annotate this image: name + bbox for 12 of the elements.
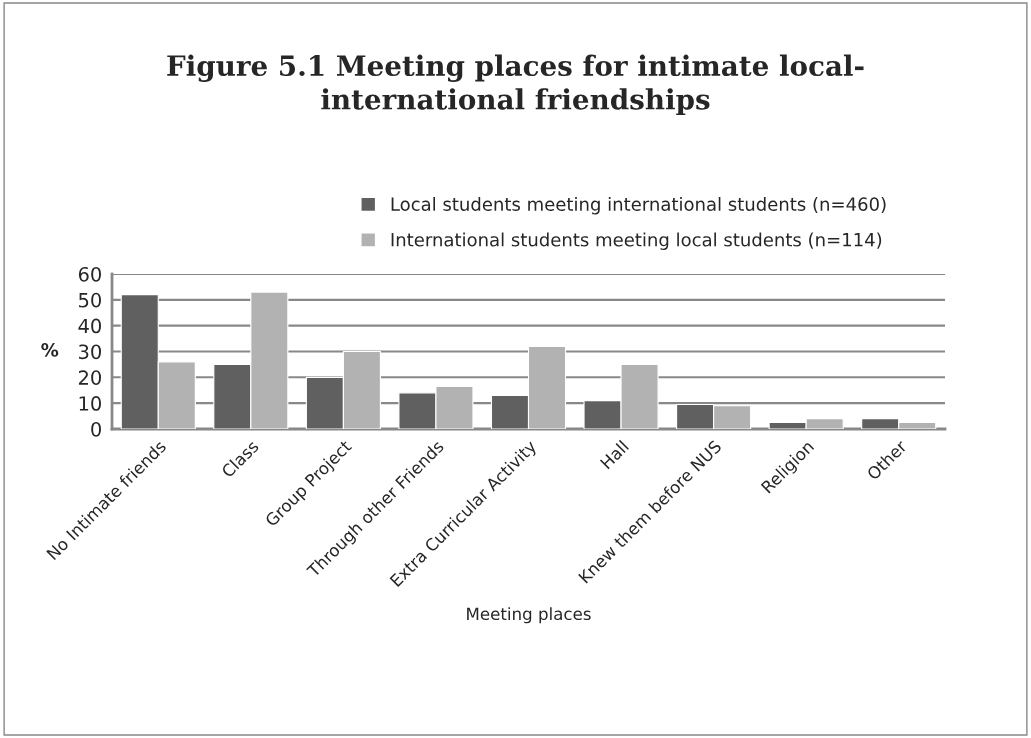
y-tick-label: 60 <box>78 266 101 282</box>
x-axis-title: Meeting places <box>467 607 591 624</box>
legend-label: International students meeting local students (n=114) <box>391 232 882 250</box>
chart-title: Figure 5.1 Meeting places for intimate local- international friendships <box>167 54 864 116</box>
y-tick-label: 50 <box>79 292 101 308</box>
y-tick-label: 30 <box>79 344 101 360</box>
y-tick-label: 40 <box>78 318 101 334</box>
legend-label: Local students meeting international students (n=460) <box>391 197 886 215</box>
y-tick-label: 10 <box>79 396 101 411</box>
y-axis-title: % <box>41 343 59 357</box>
y-tick-label: 0 <box>91 421 101 437</box>
y-tick-label: 20 <box>78 370 101 385</box>
